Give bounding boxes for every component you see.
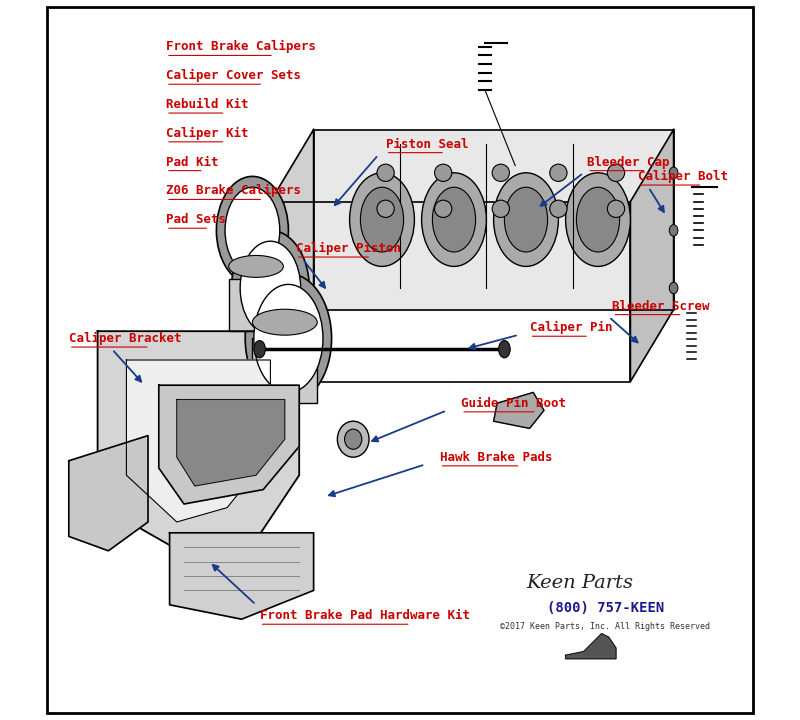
Ellipse shape [670, 282, 678, 294]
Ellipse shape [350, 173, 414, 266]
Polygon shape [630, 130, 674, 382]
Ellipse shape [576, 187, 620, 252]
Text: Caliper Piston: Caliper Piston [296, 242, 401, 255]
Text: Bleeder Screw: Bleeder Screw [613, 300, 710, 312]
Polygon shape [69, 436, 148, 551]
Ellipse shape [253, 310, 318, 336]
Text: Caliper Pin: Caliper Pin [530, 321, 612, 334]
Ellipse shape [345, 429, 362, 449]
Text: Bleeder Cap: Bleeder Cap [587, 156, 670, 168]
Text: Caliper Kit: Caliper Kit [166, 127, 249, 140]
Polygon shape [270, 130, 314, 382]
Text: Z06 Brake Calipers: Z06 Brake Calipers [166, 184, 301, 197]
Polygon shape [159, 385, 299, 504]
Text: Caliper Bracket: Caliper Bracket [69, 332, 182, 345]
Text: (800) 757-KEEN: (800) 757-KEEN [546, 601, 664, 616]
Ellipse shape [607, 164, 625, 181]
Bar [253, 338, 318, 403]
Ellipse shape [246, 274, 332, 403]
Text: Front Brake Pad Hardware Kit: Front Brake Pad Hardware Kit [259, 609, 470, 622]
Polygon shape [177, 400, 285, 486]
Ellipse shape [550, 164, 567, 181]
Polygon shape [170, 533, 314, 619]
Ellipse shape [434, 200, 452, 217]
Polygon shape [566, 634, 616, 659]
Ellipse shape [254, 341, 266, 358]
Ellipse shape [240, 241, 301, 335]
Ellipse shape [229, 256, 283, 277]
Text: Rebuild Kit: Rebuild Kit [166, 98, 249, 111]
Ellipse shape [338, 421, 369, 457]
Ellipse shape [498, 341, 510, 358]
Bar [229, 279, 283, 331]
Ellipse shape [217, 176, 289, 284]
Ellipse shape [377, 164, 394, 181]
Ellipse shape [607, 200, 625, 217]
Ellipse shape [432, 187, 475, 252]
Polygon shape [126, 360, 270, 522]
Ellipse shape [225, 187, 280, 274]
Text: Hawk Brake Pads: Hawk Brake Pads [440, 451, 552, 464]
Ellipse shape [504, 187, 547, 252]
Ellipse shape [670, 167, 678, 179]
Text: Guide Pin Boot: Guide Pin Boot [461, 397, 566, 410]
Text: Front Brake Calipers: Front Brake Calipers [166, 40, 316, 53]
Text: Piston Seal: Piston Seal [386, 138, 468, 150]
Ellipse shape [492, 164, 510, 181]
Ellipse shape [434, 164, 452, 181]
Text: Pad Kit: Pad Kit [166, 156, 218, 168]
Ellipse shape [566, 173, 630, 266]
Ellipse shape [254, 284, 323, 392]
Text: Caliper Cover Sets: Caliper Cover Sets [166, 69, 301, 82]
Text: Keen Parts: Keen Parts [526, 575, 634, 592]
Ellipse shape [422, 173, 486, 266]
Ellipse shape [377, 200, 394, 217]
Ellipse shape [550, 200, 567, 217]
Text: ©2017 Keen Parts, Inc. All Rights Reserved: ©2017 Keen Parts, Inc. All Rights Reserv… [500, 622, 710, 631]
Polygon shape [494, 392, 544, 428]
Ellipse shape [670, 225, 678, 236]
Ellipse shape [492, 200, 510, 217]
Text: Caliper Bolt: Caliper Bolt [638, 170, 728, 183]
Ellipse shape [360, 187, 404, 252]
Polygon shape [98, 331, 299, 562]
Ellipse shape [494, 173, 558, 266]
Ellipse shape [231, 230, 310, 346]
Polygon shape [314, 130, 674, 310]
Text: Pad Sets: Pad Sets [166, 213, 226, 226]
